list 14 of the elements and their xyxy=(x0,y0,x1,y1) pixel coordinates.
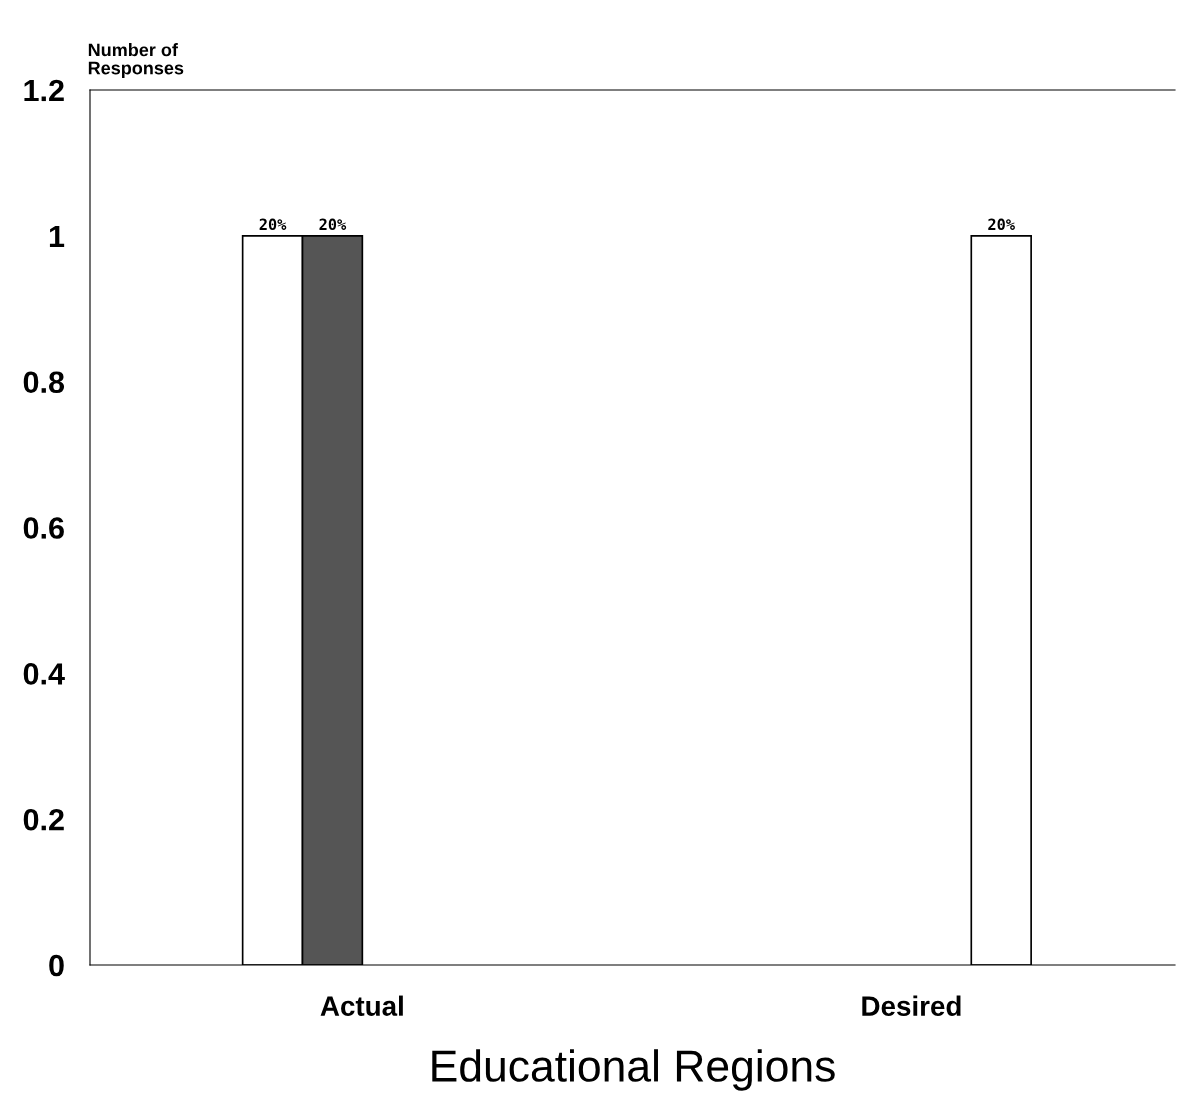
annotation: 20% xyxy=(319,218,347,231)
y-tick-label: 0.4 xyxy=(23,663,65,685)
y-tick-label: 1 xyxy=(49,225,65,247)
annotation: 20% xyxy=(988,218,1015,231)
annotation: 20% xyxy=(259,218,287,231)
y-axis-title: Number of Responses xyxy=(88,43,184,78)
x-axis-title: Educational Regions xyxy=(432,1049,835,1091)
y-tick-label: 1.2 xyxy=(24,79,64,102)
x-tick-label: Desired xyxy=(862,995,961,1016)
y-tick-label: 0 xyxy=(49,954,64,977)
y-tick-label: 0.8 xyxy=(23,371,65,394)
y-tick-label: 0.6 xyxy=(23,517,64,539)
x-tick-label: Actual xyxy=(320,995,403,1016)
y-tick-label: 0.2 xyxy=(23,808,64,831)
